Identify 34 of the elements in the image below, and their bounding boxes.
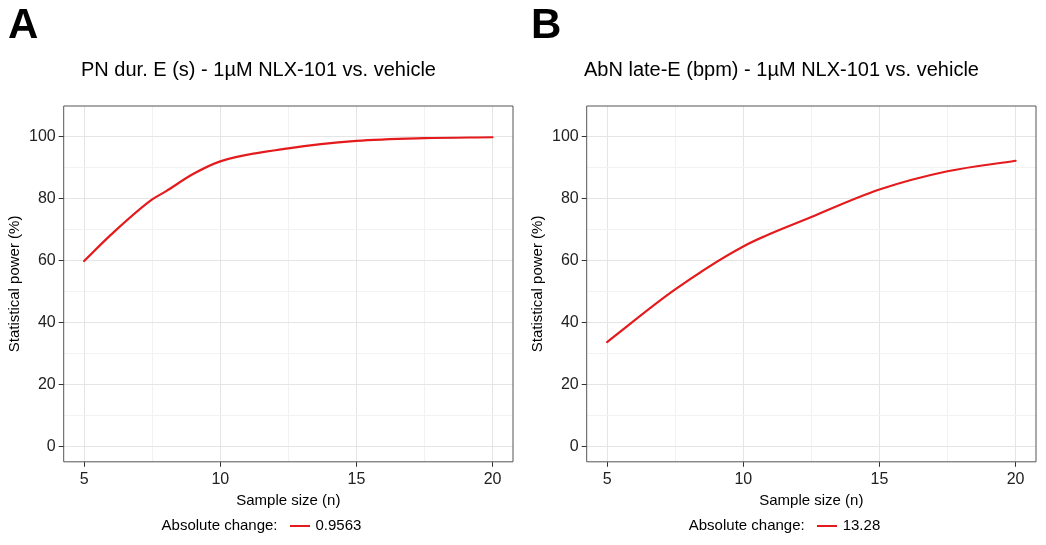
y-tick-label: 0 xyxy=(46,436,56,454)
x-axis-title: Sample size (n) xyxy=(759,491,864,509)
x-axis-title: Sample size (n) xyxy=(236,491,341,509)
x-tick-label: 20 xyxy=(1006,469,1025,487)
y-tick-label: 100 xyxy=(28,127,56,145)
chart-title: AbN late-E (bpm) - 1µM NLX-101 vs. vehicle xyxy=(584,57,979,80)
legend-label: 13.28 xyxy=(842,516,881,533)
legend-label: 0.9563 xyxy=(315,516,362,533)
x-tick-label: 10 xyxy=(211,469,230,487)
legend-title: Absolute change: xyxy=(161,516,278,533)
y-axis-title: Statistical power (%) xyxy=(528,215,546,353)
legend-title: Absolute change: xyxy=(688,516,805,533)
y-tick-label: 100 xyxy=(551,127,579,145)
y-tick-label: 80 xyxy=(37,189,56,207)
text: A xyxy=(8,0,39,48)
y-tick-label: 80 xyxy=(560,189,579,207)
y-tick-label: 20 xyxy=(560,374,579,392)
y-tick-label: 20 xyxy=(37,374,56,392)
line-series xyxy=(606,159,1017,344)
y-tick-label: 60 xyxy=(560,251,579,269)
y-tick-label: 0 xyxy=(569,436,579,454)
y-tick-label: 40 xyxy=(560,312,579,330)
y-tick-label: 40 xyxy=(37,312,56,330)
x-tick-label: 15 xyxy=(347,469,366,487)
x-tick-label: 5 xyxy=(79,469,89,487)
chart-title: PN dur. E (s) - 1µM NLX-101 vs. vehicle xyxy=(81,57,436,80)
x-tick-label: 20 xyxy=(483,469,502,487)
text: B xyxy=(531,0,562,48)
x-tick-label: 10 xyxy=(734,469,753,487)
y-axis-title: Statistical power (%) xyxy=(5,215,23,353)
line-series xyxy=(83,136,494,263)
y-tick-label: 60 xyxy=(37,251,56,269)
x-tick-label: 15 xyxy=(870,469,889,487)
x-tick-label: 5 xyxy=(602,469,612,487)
